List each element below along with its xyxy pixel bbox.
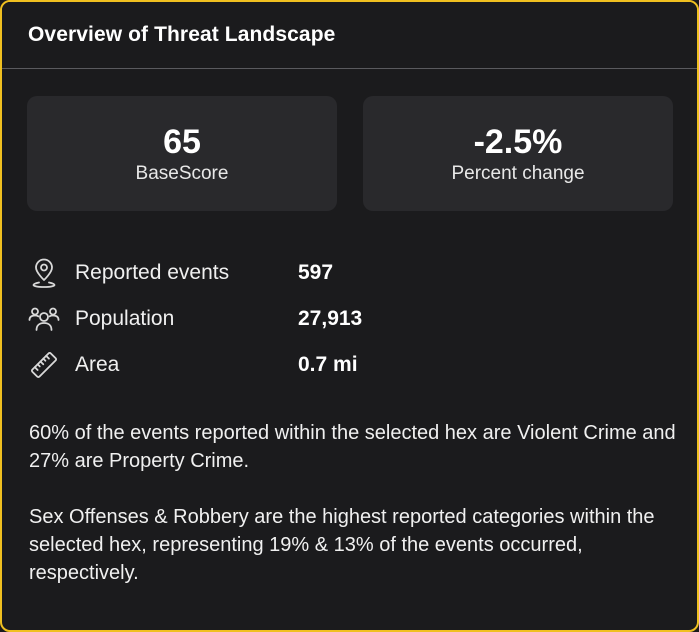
metric-row-population: Population 27,913 — [28, 296, 362, 342]
summary-paragraph-top-categories: Sex Offenses & Robbery are the highest r… — [29, 506, 655, 584]
metric-label: Reported events — [75, 261, 230, 284]
metric-value: 0.7 mi — [298, 353, 358, 376]
basescore-value: 65 — [163, 122, 201, 161]
metric-row-reported-events: Reported events 597 — [28, 250, 362, 296]
panel-title: Overview of Threat Landscape — [28, 23, 336, 46]
metric-row-area: Area 0.7 mi — [28, 342, 362, 388]
percent-change-value: -2.5% — [473, 122, 563, 161]
stats-row: 65 BaseScore -2.5% Percent change — [27, 96, 673, 211]
percent-change-card: -2.5% Percent change — [363, 96, 673, 211]
ruler-icon — [28, 349, 60, 381]
metric-label: Population — [75, 307, 175, 330]
summary-text: 60% of the events reported within the se… — [29, 419, 679, 587]
metric-value: 27,913 — [298, 307, 363, 330]
map-pin-icon — [28, 257, 60, 289]
basescore-label: BaseScore — [135, 162, 229, 184]
percent-change-label: Percent change — [451, 162, 585, 184]
panel-header: Overview of Threat Landscape — [2, 2, 697, 69]
metrics-list: Reported events 597 Population 27,913 — [28, 250, 362, 388]
metric-label: Area — [75, 353, 120, 376]
summary-paragraph-crime-share: 60% of the events reported within the se… — [29, 422, 676, 472]
basescore-card: 65 BaseScore — [27, 96, 337, 211]
users-icon — [28, 303, 60, 335]
metric-value: 597 — [298, 261, 334, 284]
